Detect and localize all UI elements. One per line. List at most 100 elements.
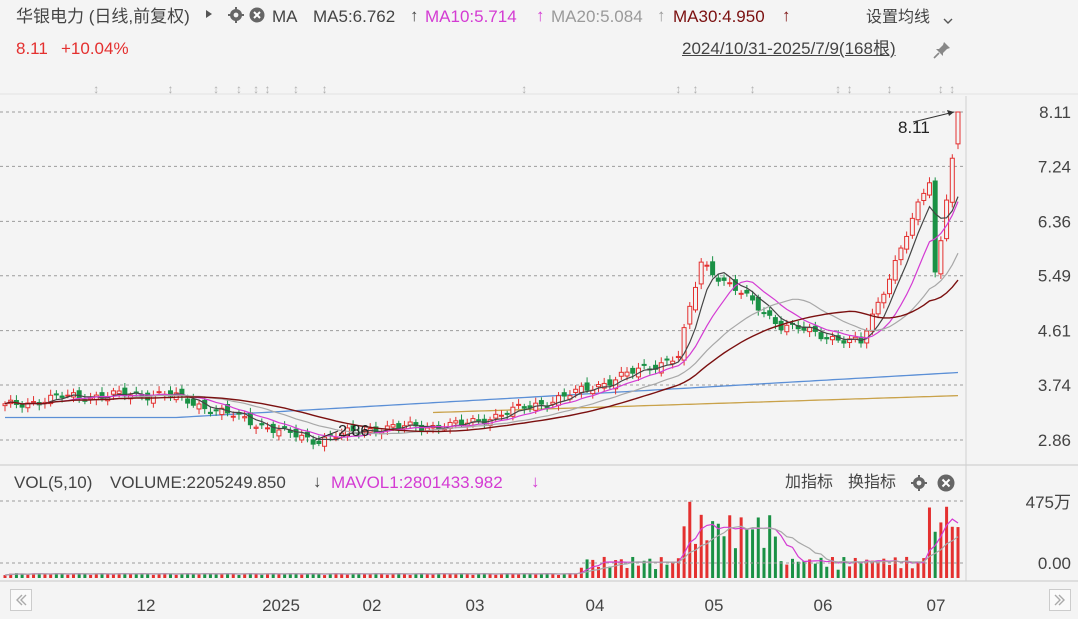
close-indicator-icon[interactable] <box>249 7 265 28</box>
event-marker: ↕ <box>167 82 173 96</box>
event-marker: ↕ <box>93 82 99 96</box>
event-marker: ↕ <box>236 82 242 96</box>
event-marker: ↕ <box>293 82 299 96</box>
volume-bar <box>888 564 892 578</box>
volume-bar <box>882 558 886 578</box>
volume-bar <box>488 573 492 578</box>
candle-body <box>538 400 544 405</box>
volume-bar <box>54 573 58 578</box>
x-tick-label: 06 <box>814 596 833 615</box>
candle-body <box>578 385 584 394</box>
candle-body <box>498 414 504 417</box>
candle-body <box>944 199 950 240</box>
volume-bar <box>3 575 7 578</box>
volume-bar <box>300 574 304 578</box>
volume-gear-icon[interactable] <box>911 475 927 496</box>
volume-bar <box>751 529 755 578</box>
add-indicator-button[interactable]: 加指标 <box>785 474 834 491</box>
volume-bar <box>631 556 635 578</box>
switch-indicator-button[interactable]: 换指标 <box>848 474 897 491</box>
chevron-down-icon[interactable] <box>943 12 953 30</box>
x-tick-label: 03 <box>466 596 485 615</box>
volume-bar <box>574 573 578 578</box>
candle-body <box>681 327 687 361</box>
volume-bar <box>163 573 167 578</box>
candle-body <box>225 403 231 414</box>
candle-body <box>276 429 282 437</box>
x-tick-label: 02 <box>363 596 382 615</box>
candle-body <box>841 340 847 344</box>
volume-bar <box>437 573 441 578</box>
candle-body <box>190 398 196 406</box>
candle-body <box>185 398 191 404</box>
candle-body <box>316 440 322 445</box>
volume-bar <box>186 573 190 578</box>
date-range[interactable]: 2024/10/31-2025/7/9(168根) <box>682 39 896 58</box>
volume-bar <box>442 573 446 578</box>
volume-bar <box>414 573 418 578</box>
candle-body <box>892 260 898 281</box>
volume-bar <box>248 573 252 578</box>
volume-bar <box>357 573 361 578</box>
candle-body <box>396 423 402 429</box>
volume-bar <box>830 557 834 578</box>
volume-bar <box>140 573 144 578</box>
gear-icon[interactable] <box>228 7 244 28</box>
pin-icon[interactable] <box>932 40 952 65</box>
volume-bar <box>368 574 372 578</box>
scroll-right-button[interactable] <box>1049 589 1071 611</box>
candle-body <box>687 305 693 325</box>
candle-body <box>607 379 613 386</box>
volume-bar <box>551 573 555 578</box>
candle-body <box>219 407 225 416</box>
volume-bar <box>465 573 469 578</box>
candle-body <box>921 192 927 202</box>
candle-body <box>584 382 590 391</box>
volume-bar <box>374 573 378 578</box>
volume-bar <box>534 574 538 578</box>
candle-body <box>493 413 499 419</box>
volume-bar <box>848 566 852 578</box>
candle-body <box>521 406 527 409</box>
ma-settings-button[interactable]: 设置均线 <box>866 9 931 26</box>
candle-body <box>322 436 328 447</box>
volume-bar <box>756 517 760 578</box>
candle-body <box>829 335 835 341</box>
volume-bar <box>345 574 349 578</box>
volume-bar <box>665 564 669 578</box>
volume-bar <box>26 574 30 578</box>
price-tick-label: 4.61 <box>1038 322 1071 341</box>
volume-bar <box>94 573 98 578</box>
volume-bar <box>608 566 612 578</box>
volume-bar <box>876 562 880 578</box>
stock-title[interactable]: 华银电力 (日线,前复权) <box>16 7 190 26</box>
volume-bar <box>956 527 960 578</box>
volume-bar <box>494 574 498 578</box>
volume-bar <box>277 574 281 578</box>
volume-bar <box>271 573 275 578</box>
volume-bar <box>323 575 327 578</box>
volume-bar <box>305 573 309 578</box>
candle-body <box>926 182 932 196</box>
volume-bar <box>511 574 515 578</box>
candle-body <box>459 419 465 426</box>
scroll-left-button[interactable] <box>10 589 32 611</box>
candle-body <box>721 277 727 281</box>
volume-bar <box>129 574 133 578</box>
candle-body <box>887 278 893 295</box>
candle-body <box>807 327 813 333</box>
volume-bar <box>49 574 53 578</box>
volume-bar <box>859 563 863 578</box>
volume-bar <box>682 526 686 578</box>
candle-body <box>270 423 276 433</box>
volume-bar <box>460 573 464 578</box>
price-tick-label: 5.49 <box>1038 267 1071 286</box>
volume-bar <box>545 573 549 578</box>
expand-right-icon[interactable] <box>206 10 212 18</box>
volume-bar <box>499 573 503 578</box>
candle-body <box>573 388 579 393</box>
volume-bar <box>471 574 475 578</box>
candle-body <box>761 312 767 315</box>
volume-bar <box>659 557 663 578</box>
volume-close-icon[interactable] <box>937 474 955 497</box>
